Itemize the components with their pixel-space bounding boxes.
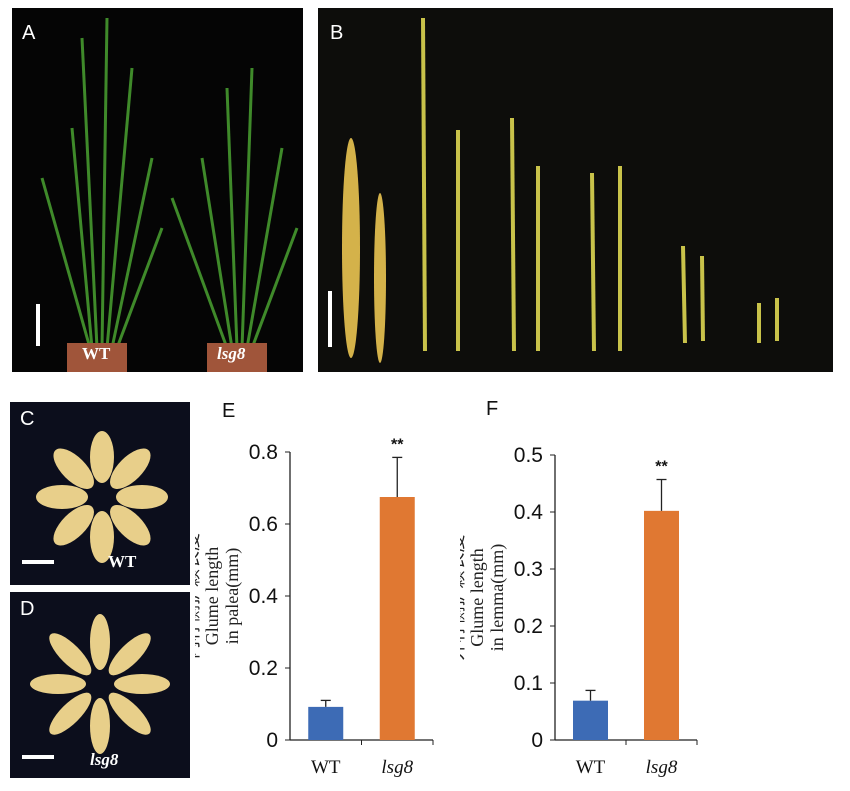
panel-c-wt-seeds-photo: C WT <box>10 402 190 585</box>
scale-bar <box>36 304 40 346</box>
seeds-illustration <box>22 614 170 759</box>
y-axis-label: 外稃侧护颖长度 <box>460 535 467 661</box>
panel-label-e: E <box>222 400 236 422</box>
mutant-label: lsg8 <box>217 344 246 363</box>
y-tick-label: 0.4 <box>249 585 279 608</box>
caption: lsg8 <box>90 750 119 769</box>
chart-e: 0 0.2 0.4 0.6 0.8 WT ** lsg8 内稃侧护颖长度 Glume length… <box>195 436 434 778</box>
culms-illustration <box>328 17 779 363</box>
panel-label-f: F <box>486 398 499 420</box>
x-tick-label: lsg8 <box>646 757 678 778</box>
y-tick-label: 0.4 <box>514 501 544 524</box>
panel-d-lsg8-seeds-photo: D lsg8 <box>10 592 190 778</box>
significance-mark: ** <box>655 459 668 476</box>
caption: WT <box>108 552 137 571</box>
y-tick-label: 0.5 <box>514 444 543 467</box>
y-axis-label: in lemma(mm) <box>487 544 508 651</box>
panel-label: A <box>22 22 36 44</box>
y-tick-label: 0.2 <box>514 615 543 638</box>
y-tick-label: 0 <box>266 729 278 752</box>
x-tick-label: WT <box>576 757 606 778</box>
y-tick-label: 0 <box>531 729 543 752</box>
scale-bar <box>22 755 54 759</box>
rice-plants-illustration <box>36 17 299 372</box>
y-tick-label: 0.1 <box>514 672 543 695</box>
significance-mark: ** <box>391 436 404 453</box>
bar-WT <box>308 706 344 740</box>
y-axis-label: Glume length <box>467 548 487 646</box>
panel-a-plants-photo: A WT lsg8 <box>12 8 303 372</box>
bar-lsg8 <box>379 497 415 740</box>
panel-label: D <box>20 598 35 620</box>
wt-label: WT <box>82 344 111 363</box>
x-tick-label: lsg8 <box>381 757 413 778</box>
y-tick-label: 0.6 <box>249 513 278 536</box>
seeds-illustration <box>22 431 168 564</box>
y-tick-label: 0.3 <box>514 558 543 581</box>
panel-label: B <box>330 22 344 44</box>
bar-lsg8 <box>644 510 679 740</box>
panel-label: C <box>20 408 35 430</box>
y-tick-label: 0.2 <box>249 657 278 680</box>
y-axis-label: Glume length <box>202 547 222 645</box>
scale-bar <box>22 560 54 564</box>
scale-bar <box>328 291 332 347</box>
chart-f: 0 0.1 0.2 0.3 0.4 0.5 WT ** lsg8 外稃侧护颖长度 Glume len… <box>460 444 698 778</box>
panel-b-panicles-photo: B <box>318 8 833 372</box>
bar-WT <box>573 700 608 740</box>
y-axis-label: in palea(mm) <box>222 548 243 644</box>
x-tick-label: WT <box>311 757 341 778</box>
y-tick-label: 0.8 <box>249 441 278 464</box>
y-axis-label: 内稃侧护颖长度 <box>195 533 202 659</box>
